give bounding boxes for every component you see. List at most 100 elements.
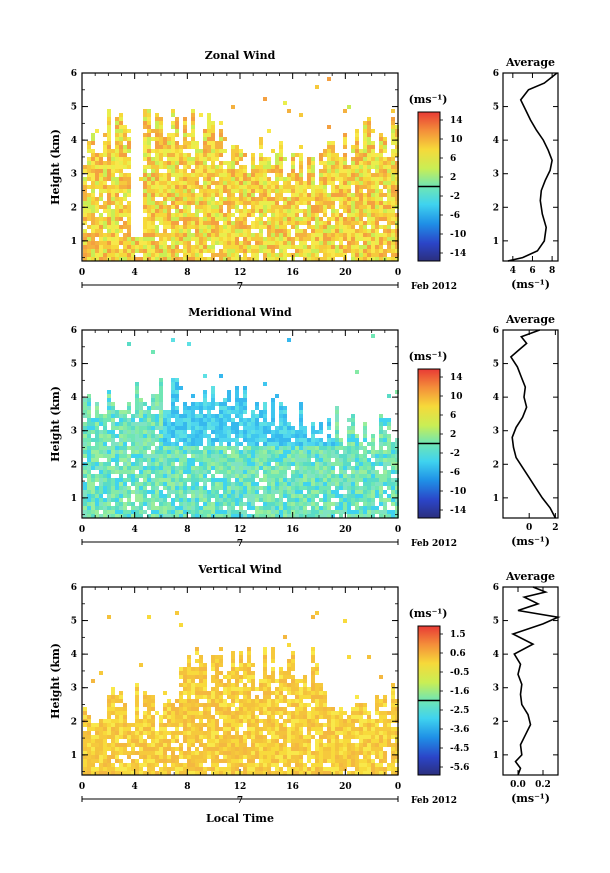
y-tick-label: 6	[71, 326, 77, 336]
y-tick-label: 4	[71, 136, 77, 146]
average-y-tick-label: 3	[493, 684, 499, 694]
x-tick-label: 16	[286, 268, 299, 278]
colorbar-tick-label: -6	[450, 468, 460, 478]
colorbar-tick-label: -6	[450, 211, 460, 221]
x-tick-label: 8	[184, 268, 190, 278]
y-tick-label: 3	[71, 427, 77, 437]
average-y-tick-label: 1	[493, 237, 499, 247]
average-x-tick-label: 0.2	[535, 780, 551, 790]
average-y-tick-label: 3	[493, 170, 499, 180]
colorbar-tick-label: 6	[450, 154, 456, 164]
average-y-tick-label: 4	[493, 650, 499, 660]
average-frame	[502, 586, 559, 776]
x-tick-label: 0	[395, 525, 401, 535]
x-tick-label: 12	[234, 268, 247, 278]
colorbar-tick-label: -2	[450, 192, 460, 202]
average-profile-line	[509, 329, 557, 519]
x-tick-label: 0	[395, 268, 401, 278]
average-x-tick-label: 0.0	[510, 780, 526, 790]
average-x-tick-label: 0	[526, 523, 532, 533]
colorbar-tick-label: -5.6	[450, 763, 469, 773]
average-y-tick-label: 4	[493, 136, 499, 146]
colorbar-tick-label: -10	[450, 487, 466, 497]
y-tick-label: 4	[71, 393, 77, 403]
average-y-tick-label: 6	[493, 583, 499, 593]
x-tick-label: 20	[339, 268, 352, 278]
colorbar-tick-label: 10	[450, 135, 463, 145]
average-y-tick-label: 2	[493, 460, 499, 470]
average-y-tick-label: 5	[493, 617, 499, 627]
average-y-tick-label: 5	[493, 360, 499, 370]
average-y-tick-label: 6	[493, 326, 499, 336]
y-tick-label: 5	[71, 360, 77, 370]
y-tick-label: 1	[71, 494, 77, 504]
x-tick-label: 16	[286, 782, 299, 792]
panel-title: Vertical Wind	[197, 563, 282, 576]
date-label: Feb 2012	[411, 539, 457, 549]
y-tick-label: 1	[71, 237, 77, 247]
average-y-tick-label: 3	[493, 427, 499, 437]
colorbar-tick-label: -10	[450, 230, 466, 240]
average-title: Average	[505, 570, 555, 583]
colorbar-tick-label: 6	[450, 411, 456, 421]
x-tick-label: 0	[79, 782, 85, 792]
panel-title: Meridional Wind	[188, 306, 292, 319]
day-label: 7	[237, 539, 243, 549]
y-tick-label: 3	[71, 684, 77, 694]
heatmap-cells	[83, 611, 399, 775]
y-tick-label: 4	[71, 650, 77, 660]
x-tick-label: 0	[79, 525, 85, 535]
x-tick-label: 12	[234, 782, 247, 792]
y-tick-label: 2	[71, 717, 77, 727]
average-x-label: (ms⁻¹)	[511, 278, 550, 291]
x-tick-label: 20	[339, 525, 352, 535]
average-x-label: (ms⁻¹)	[511, 792, 550, 805]
colorbar-tick-label: -3.6	[450, 725, 469, 735]
colorbar-unit: (ms⁻¹)	[409, 93, 448, 106]
average-y-tick-label: 6	[493, 69, 499, 79]
y-axis-label: Height (km)	[49, 386, 62, 462]
average-frame	[502, 329, 559, 519]
colorbar-tick-label: -14	[450, 249, 466, 259]
heatmap-cells	[83, 77, 399, 261]
average-frame	[502, 72, 559, 262]
average-x-tick-label: 6	[529, 266, 535, 276]
y-tick-label: 1	[71, 751, 77, 761]
colorbar-tick-label: 2	[450, 430, 456, 440]
average-y-tick-label: 4	[493, 393, 499, 403]
average-profile-line	[510, 586, 561, 776]
colorbar-tick-label: -2.5	[450, 706, 469, 716]
colorbar-tick-label: -2	[450, 449, 460, 459]
average-x-label: (ms⁻¹)	[511, 535, 550, 548]
x-tick-label: 16	[286, 525, 299, 535]
average-y-tick-label: 5	[493, 103, 499, 113]
y-tick-label: 3	[71, 170, 77, 180]
date-label: Feb 2012	[411, 796, 457, 806]
x-tick-label: 8	[184, 782, 190, 792]
colorbar-tick-label: -0.5	[450, 668, 469, 678]
y-tick-label: 6	[71, 583, 77, 593]
average-x-tick-label: 4	[510, 266, 516, 276]
x-tick-label: 4	[132, 782, 138, 792]
y-tick-label: 5	[71, 103, 77, 113]
average-x-tick-label: 8	[549, 266, 555, 276]
colorbar-tick-label: -14	[450, 506, 466, 516]
x-tick-label: 12	[234, 525, 247, 535]
x-tick-label: 8	[184, 525, 190, 535]
colorbar-tick-label: 0.6	[450, 649, 466, 659]
panel-title: Zonal Wind	[205, 49, 276, 62]
x-tick-label: 0	[79, 268, 85, 278]
x-tick-label: 4	[132, 268, 138, 278]
colorbar-unit: (ms⁻¹)	[409, 350, 448, 363]
y-tick-label: 6	[71, 69, 77, 79]
time-axis-label: Local Time	[206, 812, 274, 825]
day-label: 7	[237, 796, 243, 806]
average-y-tick-label: 2	[493, 203, 499, 213]
average-x-tick-label: 2	[552, 523, 558, 533]
average-title: Average	[505, 313, 555, 326]
colorbar-tick-label: 10	[450, 392, 463, 402]
y-axis-label: Height (km)	[49, 129, 62, 205]
